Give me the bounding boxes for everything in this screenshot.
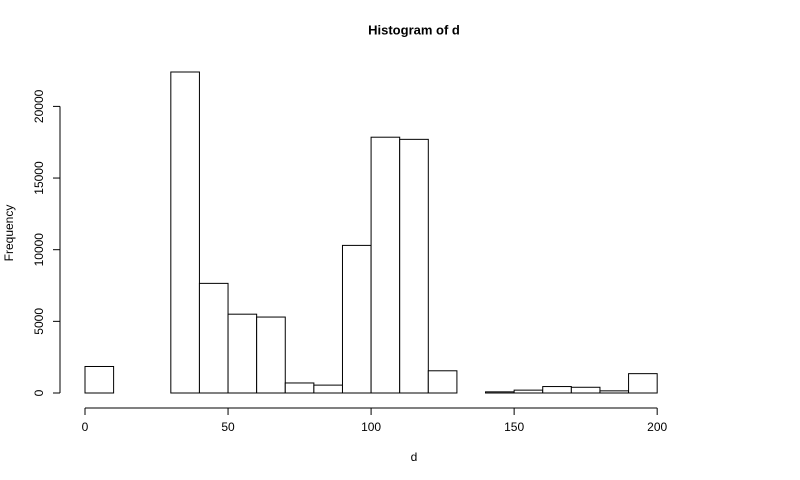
y-tick-label: 20000 xyxy=(32,89,46,123)
bar xyxy=(284,382,315,394)
x-axis-label: d xyxy=(411,450,418,464)
bar xyxy=(170,71,200,394)
x-tick-label: 200 xyxy=(647,420,667,434)
bar xyxy=(256,316,286,394)
y-tick-label: 15000 xyxy=(32,161,46,195)
bar xyxy=(341,244,372,394)
bar xyxy=(427,370,458,394)
bar xyxy=(198,282,229,394)
x-tick-label: 150 xyxy=(504,420,524,434)
bar xyxy=(399,138,429,394)
bar xyxy=(313,384,343,394)
bar xyxy=(513,389,544,394)
chart-title: Histogram of d xyxy=(368,22,460,37)
y-tick-label: 0 xyxy=(32,389,46,396)
x-tick-label: 100 xyxy=(361,420,381,434)
y-tick-label: 5000 xyxy=(32,308,46,335)
x-tick-label: 50 xyxy=(221,420,235,434)
bar xyxy=(570,386,601,394)
bar xyxy=(628,373,658,394)
bar xyxy=(84,365,115,394)
bar xyxy=(542,386,572,394)
bar xyxy=(370,136,401,394)
y-tick-label: 10000 xyxy=(32,233,46,267)
bar xyxy=(227,313,258,394)
bar xyxy=(599,390,630,394)
bar xyxy=(485,391,515,394)
y-axis-label: Frequency xyxy=(2,205,16,262)
x-tick-label: 0 xyxy=(82,420,89,434)
